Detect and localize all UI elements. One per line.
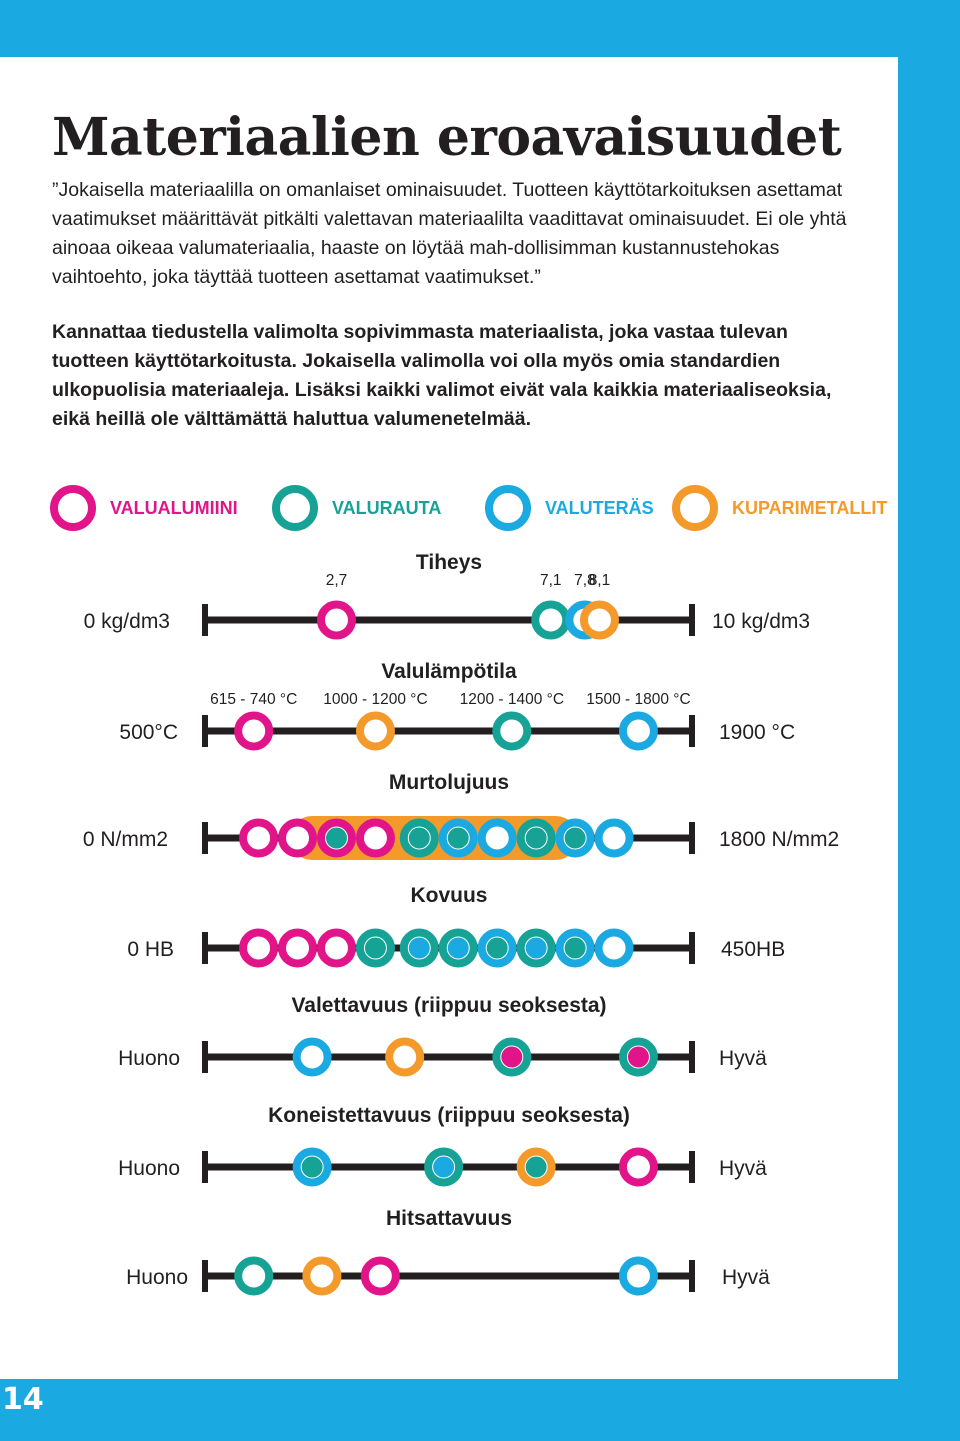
marker-fill (433, 1156, 455, 1178)
intro-paragraph: ”Jokaisella materiaalilla on omanlaiset … (52, 179, 847, 288)
marker-fill (564, 937, 586, 959)
scale-min-label: 500°C (119, 721, 178, 744)
marker-fill (447, 937, 469, 959)
scale-4 (202, 928, 695, 968)
scale-min-label: 0 kg/dm3 (84, 610, 170, 633)
material-marker (355, 711, 395, 751)
scale-min-label: 0 N/mm2 (83, 828, 168, 851)
marker-fill (486, 937, 508, 959)
page-number: 14 (2, 1382, 44, 1417)
material-marker (579, 600, 619, 640)
material-marker (234, 1256, 274, 1296)
material-marker (278, 818, 318, 858)
page-title: Materiaalien eroavaisuudet (52, 107, 842, 168)
legend-label: VALUALUMIINI (110, 497, 238, 518)
marker-value-label: 1200 - 1400 °C (460, 691, 564, 708)
material-marker (302, 1256, 342, 1296)
material-marker (618, 1256, 658, 1296)
marker-fill (501, 1046, 523, 1068)
marker-fill (525, 937, 547, 959)
scale-6 (202, 1147, 695, 1187)
scale-max-label: 10 kg/dm3 (712, 610, 810, 633)
material-marker (385, 1037, 425, 1077)
scale-title: Kovuus (410, 884, 487, 907)
scale-min-label: Huono (118, 1157, 180, 1180)
material-marker (292, 1037, 332, 1077)
legend-label: VALUTERÄS (545, 497, 654, 518)
marker-fill (408, 937, 430, 959)
material-marker (355, 818, 395, 858)
material-marker (477, 818, 517, 858)
material-marker (594, 818, 634, 858)
material-marker (594, 928, 634, 968)
scale-title: Valulämpötila (381, 660, 517, 683)
legend-label: VALURAUTA (332, 497, 442, 518)
marker-fill (525, 827, 547, 849)
legend-item-valurauta: VALURAUTA (272, 485, 441, 531)
scale-3 (202, 816, 695, 860)
legend-label: KUPARIMETALLIT (732, 497, 888, 518)
scale-1 (202, 600, 695, 640)
scale-title: Hitsattavuus (386, 1207, 512, 1230)
marker-fill (525, 1156, 547, 1178)
marker-value-label: 7,1 (540, 572, 562, 589)
marker-fill (301, 1156, 323, 1178)
scale-min-label: 0 HB (127, 938, 174, 961)
bold-paragraph: Kannattaa tiedustella valimolta sopivimm… (52, 321, 832, 430)
ring-icon (272, 485, 318, 531)
marker-fill (564, 827, 586, 849)
material-marker (492, 711, 532, 751)
ring-icon (672, 485, 718, 531)
material-marker (234, 711, 274, 751)
scale-title: Murtolujuus (389, 771, 509, 794)
material-marker (278, 928, 318, 968)
legend-item-kuparimetallit: KUPARIMETALLIT (672, 485, 887, 531)
scale-max-label: 1800 N/mm2 (719, 828, 839, 851)
legend-item-valualumiini: VALUALUMIINI (50, 485, 238, 531)
marker-value-label: 2,7 (326, 572, 348, 589)
material-marker (316, 928, 356, 968)
scale-title: Valettavuus (riippuu seoksesta) (291, 994, 606, 1017)
scale-title: Koneistettavuus (riippuu seoksesta) (268, 1104, 630, 1127)
marker-fill (408, 827, 430, 849)
scale-max-label: 450HB (721, 938, 785, 961)
marker-value-label: 8,1 (589, 572, 611, 589)
scale-7 (202, 1256, 695, 1296)
scale-2 (202, 711, 695, 751)
ring-icon (50, 485, 96, 531)
marker-value-label: 7,8 (574, 572, 596, 589)
scale-max-label: Hyvä (719, 1047, 767, 1070)
scale-max-label: Hyvä (722, 1266, 770, 1289)
scale-title: Tiheys (416, 551, 482, 574)
legend: VALUALUMIINI VALURAUTA VALUTERÄS KUPARIM… (0, 485, 960, 535)
material-marker (618, 711, 658, 751)
marker-fill (627, 1046, 649, 1068)
material-marker (618, 1147, 658, 1187)
marker-fill (325, 827, 347, 849)
material-marker (360, 1256, 400, 1296)
material-marker (316, 600, 356, 640)
scale-max-label: 1900 °C (719, 721, 795, 744)
marker-value-label: 1500 - 1800 °C (586, 691, 690, 708)
marker-fill (364, 937, 386, 959)
scale-5 (202, 1037, 695, 1077)
marker-fill (447, 827, 469, 849)
marker-value-label: 1000 - 1200 °C (323, 691, 427, 708)
material-marker (531, 600, 571, 640)
scale-min-label: Huono (118, 1047, 180, 1070)
scale-min-label: Huono (126, 1266, 188, 1289)
material-marker (239, 818, 279, 858)
scale-max-label: Hyvä (719, 1157, 767, 1180)
marker-value-label: 615 - 740 °C (210, 691, 297, 708)
ring-icon (485, 485, 531, 531)
legend-item-valuteras: VALUTERÄS (485, 485, 654, 531)
material-marker (239, 928, 279, 968)
